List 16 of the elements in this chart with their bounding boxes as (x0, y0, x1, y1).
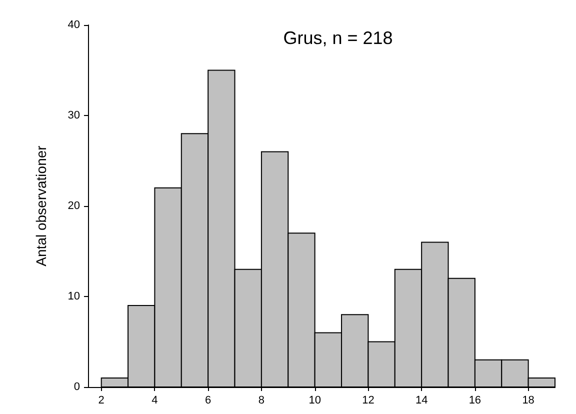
x-tick-label: 8 (258, 394, 265, 406)
x-tick-label: 14 (415, 394, 428, 406)
y-tick-label: 40 (68, 19, 80, 31)
x-tick-label: 2 (98, 394, 104, 406)
x-tick-label: 12 (362, 394, 374, 406)
y-axis-title: Antal observationer (33, 145, 49, 266)
y-tick-label: 30 (68, 110, 80, 122)
x-tick-label: 16 (468, 394, 482, 406)
x-tick-label: 4 (152, 394, 158, 406)
chart-title: Grus, n = 218 (283, 28, 393, 48)
x-tick-label: 6 (205, 394, 212, 406)
x-tick-label: 18 (522, 394, 534, 406)
x-tick-label: 10 (308, 394, 321, 406)
y-tick-label: 20 (68, 200, 80, 212)
y-tick-label: 10 (68, 290, 80, 302)
y-tick-label: 0 (74, 381, 80, 393)
